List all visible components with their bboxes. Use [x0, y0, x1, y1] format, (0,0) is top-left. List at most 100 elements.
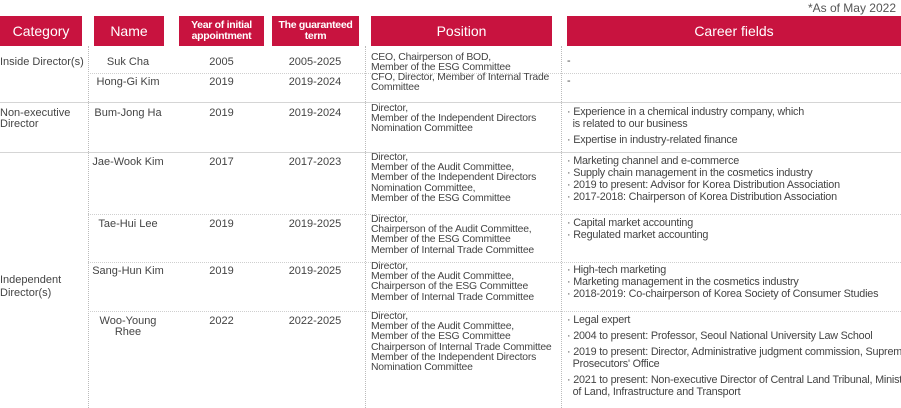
- career-line: · Expertise in industry-related finance: [567, 134, 738, 146]
- column-divider: [88, 46, 89, 408]
- position-line: Member of Internal Trade Committee: [371, 244, 534, 256]
- position-line: Member of the Audit Committee,: [371, 271, 514, 283]
- position-text: CEO, Chairperson of BOD, Member of the ES…: [371, 52, 561, 74]
- column-divider: [365, 46, 366, 408]
- career-line: · 2004 to present: Professor, Seoul Nati…: [567, 330, 873, 342]
- position-line: Director,: [371, 103, 408, 114]
- position-line: Member of the Audit Committee,: [371, 321, 514, 333]
- position-line: Member of the ESG Committee: [371, 192, 511, 204]
- position-line: Member of Internal Trade Committee: [371, 291, 534, 303]
- row-divider: [88, 311, 901, 312]
- career-text: · Experience in a chemical industry comp…: [567, 107, 901, 147]
- position-text: Director, Member of the Independent Direc…: [371, 103, 561, 135]
- career-line: · Experience in a chemical industry comp…: [567, 106, 805, 118]
- appointment-year: 2019: [209, 218, 234, 230]
- as-of-note: *As of May 2022: [807, 1, 896, 15]
- career-line: · 2019 to present: Director, Administrat…: [567, 346, 901, 358]
- director-name: Woo-Young Rhee: [99, 315, 157, 338]
- appointment-year: 2005: [209, 56, 234, 68]
- row-divider: [88, 262, 901, 263]
- row-divider: [88, 73, 901, 74]
- guaranteed-term: 2005-2025: [288, 56, 342, 68]
- position-line: Director,: [371, 214, 408, 225]
- position-line: CFO, Director, Member of Internal Trade: [371, 72, 550, 83]
- guaranteed-term: 2019-2025: [288, 265, 342, 277]
- row-divider: [88, 214, 901, 215]
- career-line: -: [567, 75, 571, 87]
- header-year: Year of initial appointment: [179, 16, 264, 46]
- position-text: Director, Member of the Audit Committee, C…: [371, 261, 561, 303]
- header-career: Career fields: [567, 16, 901, 46]
- section-divider: [0, 102, 901, 103]
- position-line: Member of the ESG Committee: [371, 62, 511, 74]
- appointment-year: 2019: [209, 107, 234, 119]
- career-line: · Capital market accounting: [567, 217, 694, 229]
- career-text: · Capital market accounting · Regulated m…: [567, 218, 901, 242]
- appointment-year: 2017: [209, 156, 234, 168]
- appointment-year: 2019: [209, 265, 234, 277]
- career-text: · High-tech marketing · Marketing managem…: [567, 265, 901, 301]
- director-name: Bum-Jong Ha: [94, 107, 162, 119]
- position-line: Member of the ESG Committee: [371, 234, 511, 246]
- appointment-year: 2019: [209, 76, 234, 88]
- career-line: · 2021 to present: Non-executive Directo…: [567, 374, 901, 386]
- career-text: · Marketing channel and e-commerce · Supp…: [567, 156, 901, 204]
- position-text: Director, Member of the Audit Committee, M…: [371, 152, 561, 204]
- category-inside: Inside Director(s): [0, 56, 84, 68]
- header-category: Category: [0, 16, 82, 46]
- position-line: Chairperson of the ESG Committee: [371, 281, 529, 293]
- position-line: Director,: [371, 261, 408, 272]
- position-text: CFO, Director, Member of Internal Trade C…: [371, 72, 561, 94]
- position-line: Member of the Independent Directors: [371, 351, 537, 363]
- header-term: The guaranteed term: [272, 16, 359, 46]
- position-line: Nomination Committee,: [371, 182, 476, 194]
- director-name: Suk Cha: [106, 56, 150, 68]
- header-name: Name: [94, 16, 164, 46]
- career-line: · Supply chain management in the cosmeti…: [567, 167, 813, 179]
- position-line: CEO, Chairperson of BOD,: [371, 52, 491, 63]
- career-line: · 2017-2018: Chairperson of Korea Distri…: [567, 191, 837, 203]
- guaranteed-term: 2019-2024: [288, 76, 342, 88]
- career-line: · 2019 to present: Advisor for Korea Dis…: [567, 179, 840, 191]
- position-line: Nomination Committee: [371, 123, 473, 135]
- director-name: Sang-Hun Kim: [92, 265, 164, 277]
- career-line: · Marketing channel and e-commerce: [567, 155, 740, 167]
- career-line: Prosecutors' Office: [567, 358, 660, 370]
- position-line: Nomination Committee: [371, 362, 473, 374]
- career-line: · Marketing management in the cosmetics …: [567, 276, 799, 288]
- position-text: Director, Chairperson of the Audit Commit…: [371, 214, 561, 256]
- position-line: Member of the Audit Committee,: [371, 162, 514, 174]
- career-line: · Legal expert: [567, 314, 631, 326]
- column-divider: [561, 46, 562, 408]
- position-line: Committee: [371, 82, 420, 94]
- guaranteed-term: 2019-2025: [288, 218, 342, 230]
- position-line: Chairperson of Internal Trade Committee: [371, 341, 552, 353]
- position-line: Chairperson of the Audit Committee,: [371, 224, 532, 236]
- position-line: Member of the Independent Directors: [371, 172, 537, 184]
- header-position: Position: [371, 16, 552, 46]
- career-text: · Legal expert · 2004 to present: Profess…: [567, 315, 901, 399]
- position-text: Director, Member of the Audit Committee, M…: [371, 311, 561, 374]
- guaranteed-term: 2019-2024: [288, 107, 342, 119]
- career-line: · High-tech marketing: [567, 264, 667, 276]
- career-line: · Regulated market accounting: [567, 229, 709, 241]
- position-line: Director,: [371, 311, 408, 322]
- career-text: -: [567, 56, 901, 68]
- section-divider: [0, 152, 901, 153]
- career-line: is related to our business: [567, 118, 688, 130]
- director-name: Tae-Hui Lee: [98, 218, 158, 230]
- position-line: Director,: [371, 152, 408, 163]
- category-non-executive: Non-executive Director: [0, 107, 71, 130]
- appointment-year: 2022: [209, 315, 234, 327]
- career-line: · 2018-2019: Co-chairperson of Korea Soc…: [567, 288, 879, 300]
- director-name: Jae-Wook Kim: [92, 156, 164, 168]
- category-independent: Independent Director(s): [0, 274, 62, 299]
- guaranteed-term: 2017-2023: [288, 156, 342, 168]
- position-line: Member of the ESG Committee: [371, 331, 511, 343]
- director-name: Hong-Gi Kim: [96, 76, 160, 88]
- career-text: -: [567, 76, 901, 88]
- position-line: Member of the Independent Directors: [371, 113, 537, 125]
- career-line: -: [567, 55, 571, 67]
- guaranteed-term: 2022-2025: [288, 315, 342, 327]
- career-line: of Land, Infrastructure and Transport: [567, 386, 741, 398]
